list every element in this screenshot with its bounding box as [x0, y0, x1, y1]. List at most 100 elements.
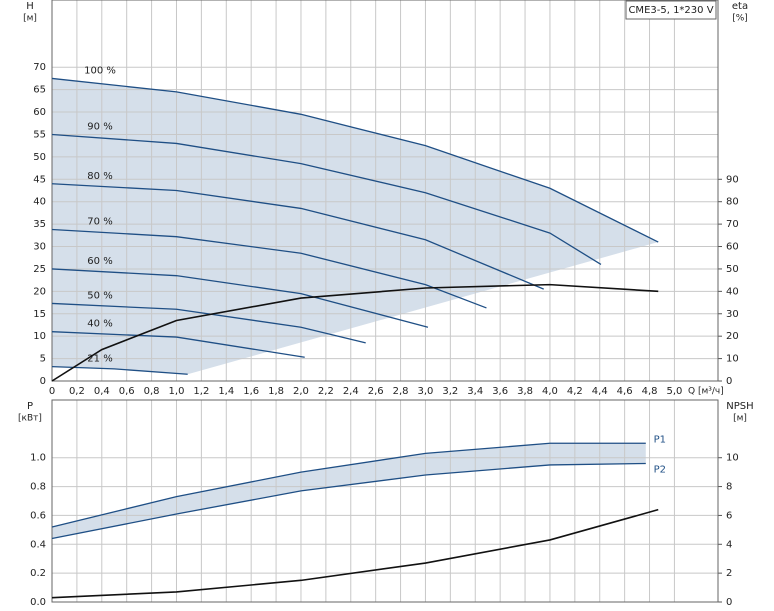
x-tick-label: 4,6: [617, 386, 633, 397]
operating-area: [52, 78, 659, 375]
curve-label: P2: [654, 464, 666, 475]
y-tick-label: 65: [33, 85, 46, 96]
y2-tick-label: 8: [726, 482, 732, 493]
x-tick-label: 4,0: [542, 386, 558, 397]
x-tick-label: 4,4: [592, 386, 608, 397]
y2-tick-label: 20: [726, 331, 739, 342]
x-tick-label: 4,2: [567, 386, 583, 397]
x-tick-label: 1,0: [169, 386, 185, 397]
curve-label: 40 %: [87, 319, 112, 330]
y-tick-label: 40: [33, 197, 46, 208]
y2-axis-label: eta: [732, 1, 748, 12]
y-tick-label: 0.2: [30, 568, 46, 579]
curve: [51, 283, 659, 382]
x-tick-label: 4,8: [642, 386, 658, 397]
y2-tick-label: 90: [726, 174, 739, 185]
y2-tick-label: 4: [726, 539, 732, 550]
x-tick-label: 1,4: [218, 386, 234, 397]
curve-label: 80 %: [87, 171, 112, 182]
y-tick-label: 60: [33, 107, 46, 118]
y2-tick-label: 10: [726, 354, 739, 365]
x-tick-label: 0,2: [69, 386, 85, 397]
y-tick-label: 20: [33, 286, 46, 297]
curve-label: 70 %: [87, 216, 112, 227]
y-tick-label: 15: [33, 309, 46, 320]
plot-frame: [51, 399, 719, 603]
y-tick-label: 30: [33, 242, 46, 253]
y-tick-label: 50: [33, 152, 46, 163]
x-tick-label: 1,2: [193, 386, 209, 397]
curve: [51, 77, 659, 243]
curve-label: 50 %: [87, 290, 112, 301]
y-tick-label: 0: [40, 376, 46, 387]
curve: [51, 302, 366, 344]
x-tick-label: 0,4: [94, 386, 110, 397]
y2-tick-label: 0: [726, 376, 732, 387]
x-tick-label: 0: [49, 386, 55, 397]
y2-tick-label: 2: [726, 568, 732, 579]
curve: [51, 183, 544, 290]
plot-frame: [51, 0, 719, 382]
y-tick-label: 70: [33, 62, 46, 73]
y2-tick-label: 80: [726, 197, 739, 208]
x-tick-label: 1,8: [268, 386, 284, 397]
y2-tick-label: 0: [726, 597, 732, 608]
y-axis-unit: [м]: [23, 14, 37, 24]
y-tick-label: 0.0: [30, 597, 46, 608]
x-tick-label: 2,4: [343, 386, 359, 397]
y-tick-label: 55: [33, 129, 46, 140]
y2-axis-unit: [м]: [733, 414, 747, 424]
y-tick-label: 35: [33, 219, 46, 230]
x-tick-label: 3,2: [442, 386, 458, 397]
y-axis-label: H: [26, 1, 34, 12]
x-tick-label: 2,6: [368, 386, 384, 397]
curve: [51, 268, 429, 328]
x-tick-label: 3,4: [467, 386, 483, 397]
y-tick-label: 1.0: [30, 453, 46, 464]
curve-label: 90 %: [87, 121, 112, 132]
y-tick-label: 25: [33, 264, 46, 275]
x-tick-label: 3,6: [492, 386, 508, 397]
y2-tick-label: 30: [726, 309, 739, 320]
y2-tick-label: 10: [726, 453, 739, 464]
title-box: [625, 0, 717, 20]
y2-tick-label: 60: [726, 242, 739, 253]
chart-title: CME3-5, 1*230 V: [628, 5, 713, 16]
x-tick-label: 0,8: [144, 386, 160, 397]
y-tick-label: 45: [33, 174, 46, 185]
y-tick-label: 0.8: [30, 482, 46, 493]
curve: [51, 442, 646, 528]
curve: [51, 133, 602, 266]
y-axis-unit: [кВт]: [18, 414, 42, 424]
curve: [51, 462, 646, 540]
x-tick-label: 2,2: [318, 386, 334, 397]
y2-tick-label: 6: [726, 510, 732, 521]
x-tick-label: 2,0: [293, 386, 309, 397]
y2-tick-label: 50: [726, 264, 739, 275]
curve: [51, 508, 659, 599]
curve-label: 100 %: [84, 65, 116, 76]
y-axis-label: P: [27, 401, 33, 412]
y2-tick-label: 70: [726, 219, 739, 230]
x-tick-label: 2,8: [393, 386, 409, 397]
y-tick-label: 0.6: [30, 510, 46, 521]
curve-label: 21 %: [87, 354, 112, 365]
y2-axis-unit: [%]: [732, 14, 748, 24]
curve-label: P1: [654, 434, 666, 445]
y-tick-label: 10: [33, 331, 46, 342]
x-tick-label: 1,6: [243, 386, 259, 397]
curve: [51, 228, 487, 309]
y2-axis-label: NPSH: [726, 401, 753, 412]
y2-tick-label: 40: [726, 286, 739, 297]
y-tick-label: 0.4: [30, 539, 46, 550]
operating-area: [52, 443, 646, 539]
curve: [51, 331, 305, 358]
x-axis-label: Q [м³/ч]: [688, 387, 724, 397]
x-tick-label: 3,8: [517, 386, 533, 397]
x-tick-label: 5,0: [666, 386, 682, 397]
x-tick-label: 0,6: [119, 386, 135, 397]
curve-label: 60 %: [87, 256, 112, 267]
x-tick-label: 3,0: [418, 386, 434, 397]
